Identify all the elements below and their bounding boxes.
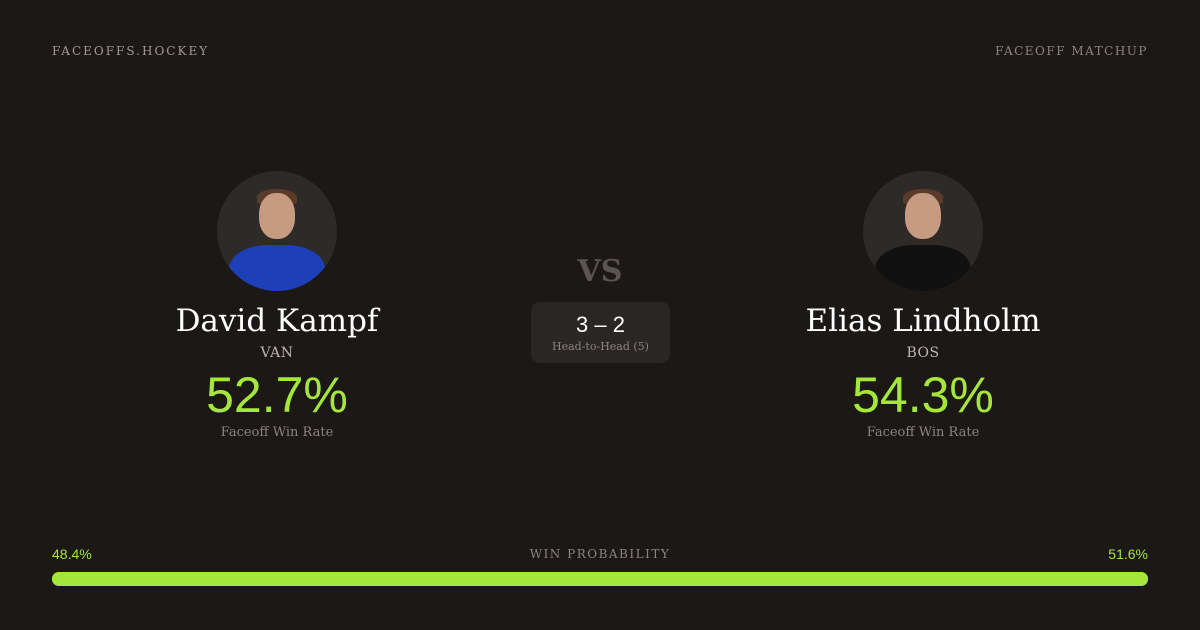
faceoff-rate: 54.3% (852, 367, 994, 423)
jersey (229, 245, 325, 291)
player-team: VAN (260, 345, 294, 361)
brand-logo: FACEOFFS.HOCKEY (52, 44, 210, 58)
player-name: Elias Lindholm (805, 303, 1041, 339)
player-team: BOS (906, 345, 940, 361)
win-prob-left-segment (52, 572, 583, 586)
player-left: David Kampf VAN 52.7% Faceoff Win Rate (127, 171, 427, 440)
head (259, 193, 295, 239)
head (905, 193, 941, 239)
page-type: FACEOFF MATCHUP (995, 44, 1148, 58)
avatar (217, 171, 337, 291)
faceoff-rate-label: Faceoff Win Rate (866, 425, 980, 440)
faceoff-rate-label: Faceoff Win Rate (220, 425, 334, 440)
player-right: Elias Lindholm BOS 54.3% Faceoff Win Rat… (773, 171, 1073, 440)
win-prob-right: 51.6% (1108, 546, 1148, 562)
faceoff-rate: 52.7% (206, 367, 348, 423)
player-name: David Kampf (175, 303, 379, 339)
avatar (863, 171, 983, 291)
win-prob-left: 48.4% (52, 546, 92, 562)
win-prob-title: WIN PROBABILITY (529, 547, 671, 561)
vs-label: VS (577, 254, 623, 289)
h2h-score: 3 – 2 (576, 312, 625, 337)
jersey (875, 245, 971, 291)
h2h-label: Head-to-Head (5) (552, 340, 649, 353)
win-probability-bar (52, 572, 1148, 586)
head-to-head-box: 3 – 2 Head-to-Head (5) (531, 302, 670, 363)
win-prob-right-segment (582, 572, 1148, 586)
